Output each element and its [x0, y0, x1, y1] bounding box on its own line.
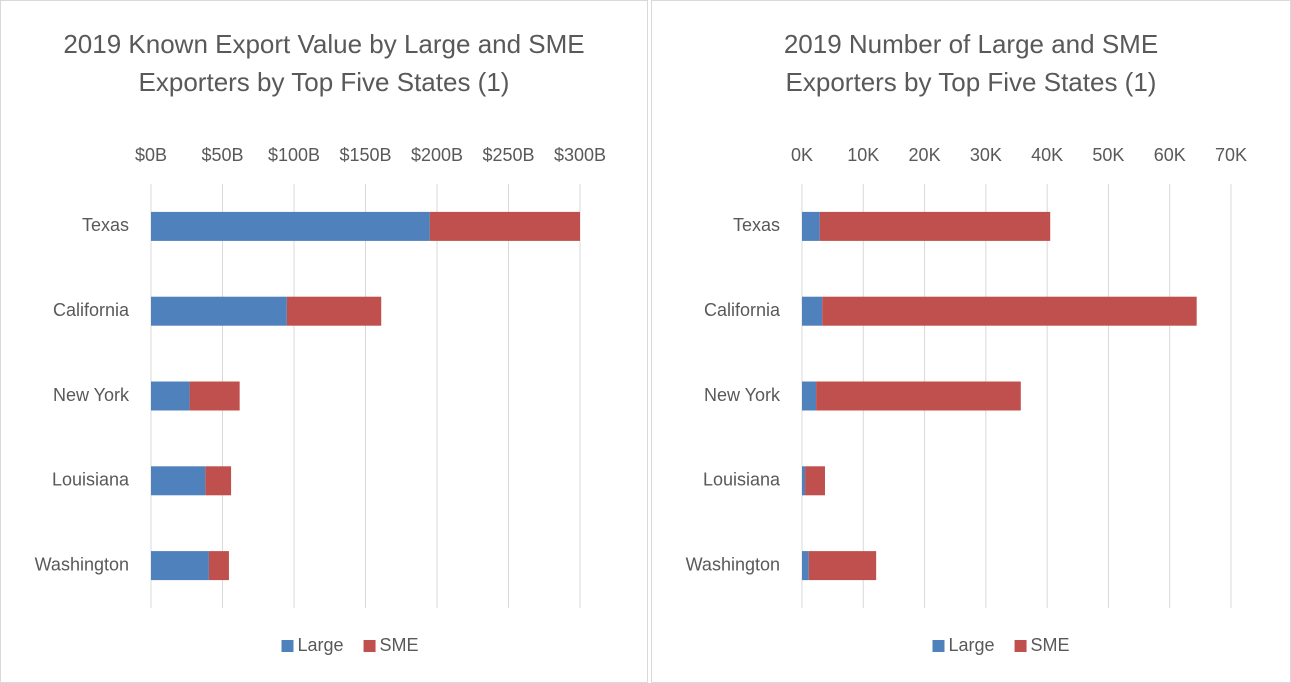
- bar: [151, 296, 287, 326]
- bar: [151, 381, 190, 411]
- x-tick-label: $150B: [339, 145, 391, 165]
- y-tick-label: Louisiana: [703, 470, 781, 490]
- legend-label: SME: [380, 635, 419, 655]
- x-tick-label: $0B: [135, 145, 167, 165]
- x-tick-label: $300B: [554, 145, 606, 165]
- x-tick-label: 30K: [970, 145, 1002, 165]
- x-tick-label: 50K: [1092, 145, 1124, 165]
- chart-title: 2019 Known Export Value by Large and SME…: [63, 29, 585, 97]
- x-tick-label: $250B: [482, 145, 534, 165]
- bar: [429, 211, 580, 241]
- y-tick-label: California: [53, 300, 130, 320]
- chart-title: 2019 Number of Large and SME Exporters b…: [783, 29, 1159, 97]
- chart: 0K 10K 20K 30K 40K 50K 60K 70K Texas California Ne…: [686, 145, 1247, 655]
- x-tick-label: 0K: [791, 145, 813, 165]
- bar: [802, 296, 823, 326]
- chart-panel: 2019 Known Export Value by Large and SME…: [0, 0, 648, 683]
- bar: [819, 211, 1051, 241]
- bar: [802, 211, 820, 241]
- bar: [286, 296, 382, 326]
- bar: [208, 551, 229, 581]
- bar: [802, 381, 817, 411]
- legend-swatch: [281, 640, 294, 652]
- bar: [802, 466, 806, 496]
- y-tick-label: Washington: [35, 554, 129, 574]
- legend-swatch: [363, 640, 376, 652]
- legend-swatch: [1014, 640, 1027, 652]
- x-tick-label: $100B: [268, 145, 320, 165]
- bar: [816, 381, 1021, 411]
- bar: [151, 466, 206, 496]
- bar: [205, 466, 232, 496]
- y-tick-label: New York: [704, 385, 781, 405]
- y-tick-label: Texas: [82, 215, 129, 235]
- bar: [151, 551, 209, 581]
- y-tick-label: Washington: [686, 554, 780, 574]
- x-tick-label: $50B: [201, 145, 243, 165]
- legend-label: Large: [298, 635, 344, 655]
- bar: [822, 296, 1197, 326]
- x-tick-label: 70K: [1215, 145, 1247, 165]
- x-tick-label: 40K: [1031, 145, 1063, 165]
- bar: [808, 551, 877, 581]
- x-tick-label: 60K: [1154, 145, 1186, 165]
- y-tick-label: Texas: [733, 215, 780, 235]
- x-tick-label: 20K: [909, 145, 941, 165]
- bar: [802, 551, 809, 581]
- chart-panel: 2019 Number of Large and SME Exporters b…: [651, 0, 1291, 683]
- bar: [189, 381, 240, 411]
- legend-swatch: [932, 640, 945, 652]
- bar: [805, 466, 825, 496]
- legend-label: Large: [949, 635, 995, 655]
- x-tick-label: $200B: [411, 145, 463, 165]
- y-tick-label: New York: [53, 385, 130, 405]
- y-tick-label: California: [704, 300, 781, 320]
- x-tick-label: 10K: [847, 145, 879, 165]
- legend-label: SME: [1031, 635, 1070, 655]
- y-tick-label: Louisiana: [52, 470, 130, 490]
- bar: [151, 211, 430, 241]
- chart: $0B $50B $100B $150B $200B $250B $300B Texas Cal…: [35, 145, 606, 655]
